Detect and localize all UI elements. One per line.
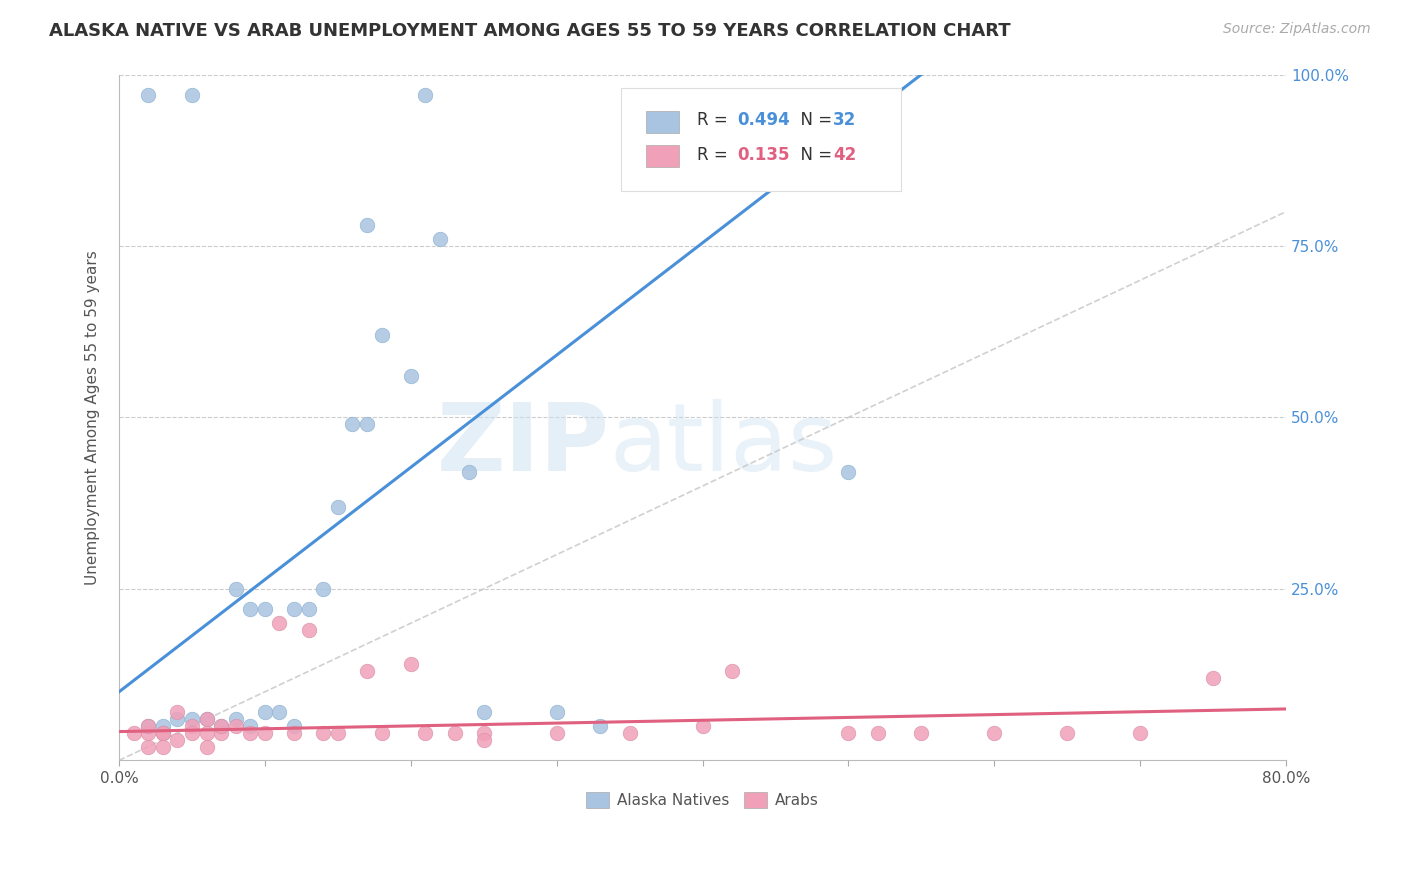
Point bbox=[136, 719, 159, 733]
Point bbox=[342, 417, 364, 432]
Point bbox=[253, 602, 276, 616]
Point bbox=[983, 726, 1005, 740]
Point bbox=[152, 726, 174, 740]
Point bbox=[239, 719, 262, 733]
FancyBboxPatch shape bbox=[647, 111, 679, 133]
Point bbox=[225, 719, 247, 733]
Point bbox=[253, 726, 276, 740]
Point bbox=[399, 369, 422, 384]
Point bbox=[692, 719, 714, 733]
Point bbox=[283, 726, 305, 740]
Point bbox=[181, 719, 204, 733]
Text: R =: R = bbox=[696, 112, 733, 129]
Point bbox=[195, 726, 218, 740]
Text: R =: R = bbox=[696, 145, 733, 164]
Point bbox=[546, 726, 568, 740]
Point bbox=[458, 466, 481, 480]
Point bbox=[225, 712, 247, 726]
Text: 42: 42 bbox=[834, 145, 856, 164]
Point bbox=[122, 726, 145, 740]
FancyBboxPatch shape bbox=[647, 145, 679, 167]
Point bbox=[195, 712, 218, 726]
Text: atlas: atlas bbox=[609, 399, 838, 491]
Legend: Alaska Natives, Arabs: Alaska Natives, Arabs bbox=[581, 786, 825, 814]
Point bbox=[356, 417, 378, 432]
Text: N =: N = bbox=[790, 145, 838, 164]
Point bbox=[253, 706, 276, 720]
Point bbox=[298, 623, 321, 637]
Point bbox=[472, 732, 495, 747]
Point bbox=[152, 726, 174, 740]
Point bbox=[312, 582, 335, 596]
Point bbox=[136, 719, 159, 733]
Text: 0.135: 0.135 bbox=[738, 145, 790, 164]
Point bbox=[837, 726, 859, 740]
Point bbox=[136, 739, 159, 754]
Point bbox=[152, 719, 174, 733]
Text: 32: 32 bbox=[834, 112, 856, 129]
Point bbox=[472, 726, 495, 740]
Point bbox=[1056, 726, 1078, 740]
Point bbox=[209, 726, 232, 740]
Text: N =: N = bbox=[790, 112, 838, 129]
Point bbox=[619, 726, 641, 740]
Point bbox=[370, 726, 392, 740]
Point bbox=[225, 582, 247, 596]
Point bbox=[837, 466, 859, 480]
Point bbox=[415, 88, 437, 103]
Point bbox=[181, 712, 204, 726]
Y-axis label: Unemployment Among Ages 55 to 59 years: Unemployment Among Ages 55 to 59 years bbox=[86, 250, 100, 585]
Point bbox=[136, 726, 159, 740]
Point bbox=[356, 664, 378, 678]
Text: ALASKA NATIVE VS ARAB UNEMPLOYMENT AMONG AGES 55 TO 59 YEARS CORRELATION CHART: ALASKA NATIVE VS ARAB UNEMPLOYMENT AMONG… bbox=[49, 22, 1011, 40]
Point bbox=[181, 726, 204, 740]
Text: 0.494: 0.494 bbox=[738, 112, 790, 129]
Point bbox=[415, 726, 437, 740]
Point bbox=[283, 602, 305, 616]
FancyBboxPatch shape bbox=[621, 88, 901, 191]
Text: ZIP: ZIP bbox=[436, 399, 609, 491]
Point bbox=[181, 88, 204, 103]
Point bbox=[326, 500, 349, 514]
Point bbox=[152, 739, 174, 754]
Point bbox=[195, 712, 218, 726]
Point bbox=[589, 719, 612, 733]
Point bbox=[283, 719, 305, 733]
Point bbox=[443, 726, 465, 740]
Point bbox=[429, 232, 451, 246]
Point bbox=[239, 602, 262, 616]
Point bbox=[166, 732, 188, 747]
Point bbox=[356, 219, 378, 233]
Point bbox=[166, 706, 188, 720]
Point bbox=[312, 726, 335, 740]
Point bbox=[269, 706, 291, 720]
Point bbox=[866, 726, 889, 740]
Point bbox=[546, 706, 568, 720]
Point bbox=[910, 726, 932, 740]
Point bbox=[1129, 726, 1152, 740]
Point bbox=[399, 657, 422, 672]
Point bbox=[209, 719, 232, 733]
Point bbox=[326, 726, 349, 740]
Point bbox=[298, 602, 321, 616]
Point bbox=[269, 616, 291, 631]
Point bbox=[720, 664, 742, 678]
Text: Source: ZipAtlas.com: Source: ZipAtlas.com bbox=[1223, 22, 1371, 37]
Point bbox=[472, 706, 495, 720]
Point bbox=[239, 726, 262, 740]
Point bbox=[370, 328, 392, 343]
Point bbox=[1202, 671, 1225, 685]
Point bbox=[195, 739, 218, 754]
Point bbox=[136, 88, 159, 103]
Point bbox=[166, 712, 188, 726]
Point bbox=[209, 719, 232, 733]
